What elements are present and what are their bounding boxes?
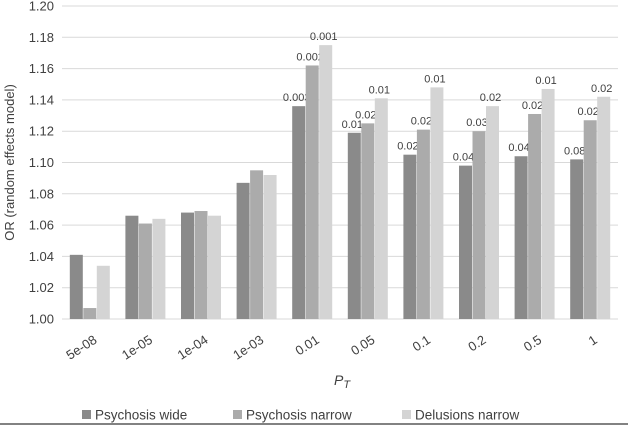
bar [125, 215, 139, 319]
bar-value-label: 0.02 [522, 100, 543, 112]
bar-value-label: 0.02 [480, 92, 501, 104]
bar [96, 265, 110, 319]
bar [347, 132, 361, 319]
x-tick-label: 0.2 [465, 332, 488, 354]
bar-value-label: 0.02 [591, 83, 612, 95]
legend-label: Psychosis wide [95, 408, 187, 423]
x-tick-label: 1e-03 [230, 332, 266, 363]
bar [208, 215, 221, 319]
x-tick-label: 0.05 [348, 332, 377, 358]
bar [374, 98, 388, 320]
x-tick-label: 0.01 [292, 332, 321, 358]
bar [138, 223, 152, 319]
bar [83, 308, 97, 319]
bar-value-label: 0.04 [453, 152, 474, 164]
legend-swatch [82, 410, 91, 419]
bar [361, 123, 375, 319]
bar [486, 106, 499, 319]
bar-value-label: 0.02 [411, 116, 432, 128]
bar [194, 211, 208, 319]
x-tick-label: 1 [586, 332, 600, 349]
legend-label: Delusions narrow [415, 408, 520, 423]
bar-value-label: 0.01 [424, 73, 445, 85]
y-tick-label: 1.16 [29, 61, 54, 76]
bar [541, 88, 555, 319]
bar [430, 87, 444, 319]
bar [597, 96, 611, 320]
bar [319, 45, 333, 319]
y-tick-label: 1.06 [29, 218, 54, 233]
bar-value-label: 0.001 [310, 31, 338, 43]
bar-value-label: 0.003 [283, 92, 311, 104]
bar-value-label: 0.02 [397, 141, 418, 153]
bar [236, 182, 250, 319]
bar-value-label: 0.04 [508, 142, 529, 154]
x-tick-label: 0.5 [521, 332, 544, 354]
bar [416, 129, 430, 319]
bar [472, 131, 486, 319]
y-tick-label: 1.12 [29, 124, 54, 139]
y-axis-title: OR (random effects model) [2, 84, 17, 241]
bar-value-label: 0.01 [369, 84, 390, 96]
x-tick-label: 1e-04 [175, 332, 211, 363]
bar-value-label: 0.01 [535, 75, 556, 87]
y-tick-label: 1.08 [29, 186, 54, 201]
bar [403, 154, 417, 319]
legend-swatch [233, 410, 242, 419]
x-tick-label: 0.1 [410, 332, 433, 354]
legend-label: Psychosis narrow [246, 408, 352, 423]
bar [570, 159, 584, 319]
legend-swatch [402, 410, 411, 419]
x-axis-title: PT [334, 372, 351, 391]
bar [528, 113, 542, 319]
bar [152, 218, 166, 319]
x-tick-label: 1e-05 [119, 332, 155, 363]
bar-value-label: 0.002 [296, 51, 324, 63]
y-tick-label: 1.10 [29, 155, 54, 170]
y-tick-label: 1.14 [29, 92, 54, 107]
bar-value-label: 0.02 [355, 109, 376, 121]
bar [263, 175, 277, 319]
bar-value-label: 0.01 [342, 119, 363, 131]
y-tick-label: 1.18 [29, 30, 54, 45]
y-tick-label: 1.20 [29, 0, 54, 14]
bar [69, 254, 83, 319]
bar-value-label: 0.08 [564, 145, 585, 157]
bar [459, 165, 472, 319]
y-tick-label: 1.04 [29, 249, 54, 264]
bar [305, 65, 319, 319]
y-tick-label: 1.00 [29, 312, 54, 327]
bar [583, 120, 597, 320]
bar-value-label: 0.02 [577, 106, 598, 118]
bar [292, 106, 306, 319]
x-tick-label: 5e-08 [63, 332, 99, 363]
bar-value-label: 0.03 [466, 117, 487, 129]
bar [181, 212, 194, 319]
y-tick-label: 1.02 [29, 280, 54, 295]
bar [514, 156, 528, 319]
bar [250, 170, 264, 319]
